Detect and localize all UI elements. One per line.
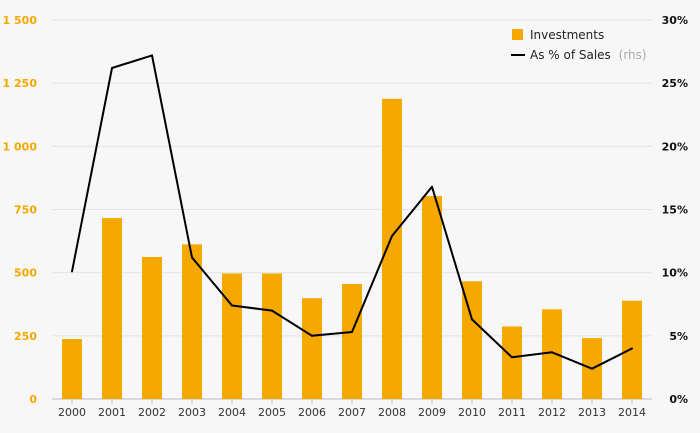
bar: [62, 339, 82, 399]
legend: Investments As % of Sales (rhs): [511, 28, 647, 62]
right-tick-label: 25%: [662, 77, 688, 90]
line-point: [111, 67, 113, 70]
x-tick-label: 2013: [578, 406, 606, 419]
investment-bars: [62, 98, 642, 399]
line-point: [151, 54, 153, 57]
x-tick-label: 2001: [98, 406, 126, 419]
right-axis: 0% 5% 10% 15% 20% 25% 30%: [662, 14, 688, 406]
bar: [182, 244, 202, 399]
bar: [142, 257, 162, 399]
line-point: [471, 318, 473, 321]
x-tick-label: 2006: [298, 406, 326, 419]
x-tick-label: 2010: [458, 406, 486, 419]
right-tick-label: 5%: [669, 330, 688, 343]
legend-label-percent-of-sales: As % of Sales (rhs): [530, 48, 647, 62]
x-tick-label: 2009: [418, 406, 446, 419]
x-tick-label: 2003: [178, 406, 206, 419]
left-tick-label: 500: [14, 267, 37, 280]
right-tick-label: 15%: [662, 204, 688, 217]
right-tick-label: 10%: [662, 267, 688, 280]
line-point: [191, 256, 193, 259]
legend-label-investments: Investments: [530, 28, 604, 42]
bar: [422, 196, 442, 399]
bar: [622, 300, 642, 399]
line-point: [231, 304, 233, 307]
bar: [462, 281, 482, 399]
bar: [302, 298, 322, 399]
line-point: [311, 334, 313, 337]
line-point: [511, 356, 513, 359]
x-tick-label: 2005: [258, 406, 286, 419]
x-tick-label: 2008: [378, 406, 406, 419]
left-tick-label: 1 500: [3, 14, 38, 27]
x-tick-label: 2014: [618, 406, 646, 419]
percent-of-sales-line: [71, 54, 633, 370]
left-tick-label: 0: [29, 393, 37, 406]
legend-label-percent-of-sales-text: As % of Sales: [530, 48, 611, 62]
x-tick-label: 2011: [498, 406, 526, 419]
right-tick-label: 30%: [662, 14, 688, 27]
left-tick-label: 250: [14, 330, 37, 343]
legend-swatch-investments: [512, 29, 523, 40]
x-tick-label: 2000: [58, 406, 86, 419]
left-tick-label: 750: [14, 204, 37, 217]
x-tick-label: 2012: [538, 406, 566, 419]
line-point: [631, 347, 633, 350]
x-tick-label: 2004: [218, 406, 246, 419]
line-point: [551, 351, 553, 354]
line-point: [271, 309, 273, 312]
left-tick-label: 1 000: [3, 140, 38, 153]
x-tick-label: 2007: [338, 406, 366, 419]
right-tick-label: 0%: [669, 393, 688, 406]
bar: [262, 273, 282, 399]
line-point: [71, 270, 73, 273]
line-point: [351, 331, 353, 334]
legend-note-rhs: (rhs): [619, 48, 647, 62]
bar: [222, 273, 242, 399]
bar: [342, 284, 362, 399]
bar: [502, 326, 522, 399]
x-axis: 2000 2001 2002 2003 2004 2005 2006 2007 2008 2009…: [58, 399, 646, 419]
x-tick-label: 2002: [138, 406, 166, 419]
left-axis: 0 250 500 750 1 000 1 250 1 500: [3, 14, 38, 406]
right-tick-label: 20%: [662, 140, 688, 153]
line-point: [391, 235, 393, 238]
bar: [102, 218, 122, 399]
line-point: [431, 185, 433, 188]
line-point: [591, 367, 593, 370]
left-tick-label: 1 250: [3, 77, 38, 90]
bar: [542, 309, 562, 399]
bar: [382, 98, 402, 399]
